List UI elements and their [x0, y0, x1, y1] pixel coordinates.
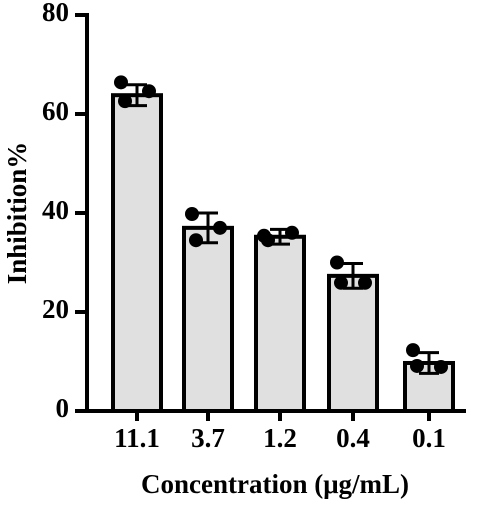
x-tick-label: 0.1	[412, 423, 446, 453]
bar	[111, 93, 163, 413]
x-axis-label: Concentration (μg/mL)	[141, 469, 409, 499]
data-point	[410, 358, 424, 373]
y-tick-label: 20	[42, 294, 69, 324]
data-point	[334, 275, 348, 290]
y-tick-label: 0	[56, 393, 70, 423]
x-tick-label: 0.4	[336, 423, 370, 453]
x-tick-label: 1.2	[263, 423, 297, 453]
y-tick-label: 60	[42, 96, 69, 126]
data-point	[358, 275, 372, 290]
data-point	[406, 343, 420, 358]
data-point	[185, 206, 199, 221]
data-point	[330, 255, 344, 270]
data-point	[434, 359, 448, 374]
y-axis-label: Inhibition%	[2, 142, 32, 285]
data-point	[114, 75, 128, 90]
y-tick-label: 80	[42, 0, 69, 27]
bar	[327, 273, 379, 413]
data-point	[285, 225, 299, 240]
data-point	[261, 233, 275, 248]
y-tick-label: 40	[42, 195, 69, 225]
data-point	[213, 220, 227, 235]
x-tick-label: 11.1	[114, 423, 160, 453]
data-point	[118, 94, 132, 109]
data-point	[142, 84, 156, 99]
bar	[182, 225, 234, 413]
data-point	[189, 233, 203, 248]
bar	[254, 234, 306, 413]
x-tick-label: 3.7	[191, 423, 225, 453]
